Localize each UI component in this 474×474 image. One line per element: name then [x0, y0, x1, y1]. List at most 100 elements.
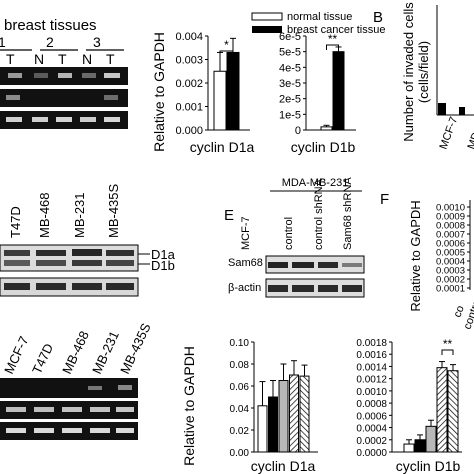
- gel-strip-2: [0, 89, 128, 107]
- y-tick-label: 1e-5: [279, 109, 301, 121]
- lane-d-mb468: MB-468: [59, 329, 92, 377]
- y-tick-label: 0.06: [230, 382, 250, 393]
- panel-a-gel: breast tissues 1 2 3 T N T N T: [0, 17, 128, 129]
- panel-e-group-label: MDA-MB-231: [282, 177, 349, 189]
- y-tick-label: 0.10: [230, 338, 250, 349]
- panel-e-letter: E: [224, 207, 234, 224]
- panel-b-xlabel-mcf7: MCF-7: [438, 115, 461, 151]
- y-tick-label: 0.002: [175, 78, 203, 90]
- bar: [289, 374, 299, 453]
- legend-normal-swatch: [251, 12, 283, 21]
- pair-number-3: 3: [93, 34, 101, 50]
- significance-bracket: [326, 44, 339, 50]
- chart1-xlabel: cyclin D1a: [190, 139, 255, 155]
- panel-a-title: breast tissues: [4, 17, 97, 34]
- lane-e-mcf7: MCF-7: [240, 216, 252, 250]
- y-tick-label: 0.0004: [356, 424, 387, 435]
- y-tick-label: 0.0014: [356, 362, 387, 373]
- lane-e-control-shrna: control shRNA: [313, 178, 325, 250]
- blot-e-actin: [265, 278, 365, 298]
- lane-label-t3: T: [106, 51, 115, 67]
- band-label-d1b: D1b: [151, 258, 175, 273]
- y-tick-label: 0.004: [175, 31, 203, 43]
- panel-f-ylabel: Relative to GAPDH: [408, 200, 423, 311]
- significance-bracket: [441, 349, 454, 355]
- y-tick-label: 0.0006: [356, 411, 387, 422]
- bar: [278, 380, 289, 453]
- panel-f-tick-label: 0.0005: [436, 248, 465, 259]
- y-tick-label: 0.0012: [356, 375, 387, 386]
- panel-f-ticks: 0.00100.00090.00080.00070.00060.00050.00…: [436, 203, 470, 295]
- bar: [436, 367, 448, 453]
- chart-d1a-tissue: 0.004 0.003 0.002 0.001 0.000 *: [175, 31, 250, 137]
- panel-f-tick-label: 0.0003: [436, 266, 465, 277]
- panel-b-xlabel-md: MD: [466, 131, 474, 151]
- lane-d-mb435s: MB-435S: [117, 321, 154, 377]
- chart4-xlabel: cyclin D1b: [396, 458, 461, 474]
- y-tick-label: 0: [295, 125, 301, 137]
- y-tick-label: 6e-5: [279, 31, 301, 43]
- bar: [320, 126, 333, 131]
- blot-c-cyclin: [0, 244, 139, 272]
- bar: [257, 405, 268, 453]
- lane-d-mcf7: MCF-7: [1, 334, 31, 376]
- panel-f-tick-label: 0.0001: [436, 284, 465, 295]
- bar: [332, 51, 345, 131]
- pair-number-2: 2: [46, 34, 54, 50]
- chart3-xlabel: cyclin D1a: [251, 458, 316, 474]
- y-tick-label: 4e-5: [279, 62, 301, 74]
- lane-c-mb231: MB-231: [72, 192, 87, 238]
- y-tick-label: 0.00: [230, 448, 250, 459]
- lane-c-t47d: T47D: [8, 206, 23, 238]
- lane-d-t47d: T47D: [29, 341, 56, 376]
- panel-f: F Relative to GAPDH 0.00100.00090.00080.…: [380, 191, 474, 331]
- bar: [447, 370, 459, 453]
- chart-d1b-tissue: 6e-5 5e-5 4e-5 3e-5 2e-5 1e-5 0 **: [279, 31, 356, 137]
- chart-d1b-cells: 0.00180.00160.00140.00120.00100.00080.00…: [356, 337, 462, 459]
- panel-f-tick-label: 0.0010: [436, 203, 465, 214]
- significance-marker: **: [328, 32, 338, 46]
- panel-b-letter: B: [373, 9, 383, 26]
- significance-bracket: [219, 50, 234, 56]
- y-tick-label: 0.0018: [356, 338, 387, 349]
- significance-marker: **: [443, 337, 453, 351]
- bar: [213, 70, 227, 131]
- lane-c-mb468: MB-468: [37, 192, 52, 238]
- y-tick-label: 0.0002: [356, 436, 387, 447]
- lane-label-n2: N: [34, 51, 44, 67]
- y-tick-label: 0.003: [175, 55, 203, 67]
- chart3-ylabel: Relative to GAPDH: [181, 346, 197, 466]
- legend-normal-label: normal tissue: [287, 11, 352, 23]
- panel-a-charts: Relative to GAPDH 0.0040.0030.0020.0010.…: [151, 11, 385, 155]
- lane-e-control: control: [283, 217, 295, 250]
- panel-f-tick-label: 0.0006: [436, 239, 465, 250]
- y-tick-label: 5e-5: [279, 47, 301, 59]
- row-label-actin: β-actin: [228, 282, 261, 294]
- lane-e-sam68-shrna: Sam68 shRNA: [342, 177, 354, 250]
- bar: [414, 439, 426, 453]
- bar: [425, 425, 437, 453]
- y-tick-label: 0.000: [175, 125, 203, 137]
- bar: [299, 375, 310, 453]
- panel-e: E MDA-MB-231 MCF-7 control control shRNA…: [224, 177, 365, 298]
- y-tick-label: 0.08: [230, 360, 250, 371]
- blot-c-actin: [0, 277, 139, 297]
- legend-cancer-label: breast cancer tissue: [287, 24, 385, 36]
- legend-cancer-swatch: [252, 26, 282, 33]
- y-tick-label: 0.04: [230, 404, 250, 415]
- panel-b-ylabel-line1: Number of invaded cells: [401, 2, 416, 142]
- panel-b-bar: [438, 103, 446, 115]
- panel-f-xlabel-1: co: [452, 304, 467, 319]
- lane-label-t1: T: [6, 51, 15, 67]
- bar: [268, 396, 278, 453]
- y-tick-label: 0.001: [175, 102, 203, 114]
- y-tick-label: 0.0008: [356, 399, 387, 410]
- panel-c-blot: T47D MB-468 MB-231 MB-435S D1a D1b: [0, 183, 176, 297]
- panel-bottom-charts: Relative to GAPDH 0.100.080.060.040.020.…: [181, 337, 462, 474]
- y-tick-label: 0.0016: [356, 350, 387, 361]
- row-label-sam68: Sam68: [228, 257, 263, 269]
- panel-f-tick-label: 0.0007: [436, 230, 465, 241]
- y-tick-label: 2e-5: [279, 94, 301, 106]
